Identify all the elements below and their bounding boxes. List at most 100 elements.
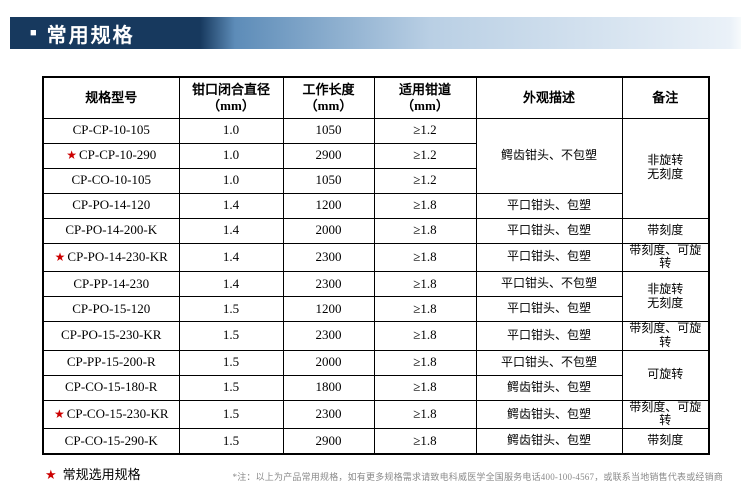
remark-cell: 带刻度、可旋转 <box>621 242 710 273</box>
model-cell: CP-PP-15-200-R <box>42 349 180 376</box>
diameter-cell: 1.5 <box>178 399 284 430</box>
length-cell: 1800 <box>282 374 375 401</box>
channel-cell: ≥1.8 <box>373 296 477 323</box>
remark-cell: 非旋转 无刻度 <box>621 271 710 323</box>
table-row: CP-CO-15-290-K 1.5 2900 ≥1.8 鳄齿钳头、包塑 带刻度 <box>42 428 710 455</box>
table-row: CP-PO-15-230-KR 1.5 2300 ≥1.8 平口钳头、包塑 带刻度、可旋转 <box>42 321 710 351</box>
remark-cell: 非旋转 无刻度 <box>621 117 710 219</box>
diameter-cell: 1.5 <box>178 374 284 401</box>
appearance-cell: 平口钳头、不包塑 <box>475 349 623 376</box>
model-cell: CP-CO-10-105 <box>42 167 180 194</box>
table-row: CP-CP-10-105 1.0 1050 ≥1.2 鳄齿钳头、不包塑 非旋转 无刻度 <box>42 117 710 219</box>
channel-cell: ≥1.2 <box>373 142 477 169</box>
length-cell: 2000 <box>282 349 375 376</box>
table-header: 规格型号 钳口闭合直径 （mm） 工作长度 （mm） 适用钳道 （mm） 外观描述 备注 <box>42 76 710 119</box>
length-cell: 2900 <box>282 142 375 169</box>
table-row: CP-PP-14-230 1.4 2300 ≥1.8 平口钳头、不包塑 非旋转 无刻度 <box>42 271 710 323</box>
model-cell: CP-PO-15-120 <box>42 296 180 323</box>
channel-cell: ≥1.8 <box>373 349 477 376</box>
appearance-cell: 平口钳头、包塑 <box>475 217 623 244</box>
channel-cell: ≥1.8 <box>373 217 477 244</box>
model-cell: CP-PO-14-120 <box>42 192 180 219</box>
column-header: 规格型号 <box>42 76 180 119</box>
diameter-cell: 1.5 <box>178 428 284 455</box>
diameter-cell: 1.0 <box>178 167 284 194</box>
table-row: ★ CP-CP-10-290 1.0 2900 ≥1.2 <box>42 142 709 169</box>
table-row: CP-PO-14-120 1.4 1200 ≥1.8 平口钳头、包塑 <box>42 192 709 219</box>
appearance-cell: 平口钳头、包塑 <box>475 296 623 323</box>
remark-cell: 带刻度 <box>621 217 710 244</box>
table-row: ★ CP-CO-15-230-KR 1.5 2300 ≥1.8 鳄齿钳头、包塑 带刻度、可旋… <box>42 399 710 430</box>
diameter-cell: 1.0 <box>178 142 284 169</box>
appearance-cell: 鳄齿钳头、包塑 <box>475 399 623 430</box>
diameter-cell: 1.4 <box>178 271 284 298</box>
star-icon: ★ <box>45 467 57 482</box>
page-title: 常用规格 <box>46 24 135 47</box>
appearance-cell: 平口钳头、包塑 <box>475 192 623 219</box>
table-row: ★ CP-PO-14-230-KR 1.4 2300 ≥1.8 平口钳头、包塑 带刻度、可旋… <box>42 242 710 273</box>
model-cell: ★ CP-CO-15-230-KR <box>42 399 180 430</box>
appearance-cell: 平口钳头、包塑 <box>475 321 623 351</box>
column-header: 工作长度 （mm） <box>282 76 375 119</box>
diameter-cell: 1.5 <box>178 349 284 376</box>
footnote: *注：以上为产品常用规格，如有更多规格需求请致电科威医学全国服务电话400-10… <box>232 472 723 482</box>
channel-cell: ≥1.8 <box>373 428 477 455</box>
diameter-cell: 1.0 <box>178 117 284 144</box>
table-body: CP-CP-10-105 1.0 1050 ≥1.2 鳄齿钳头、不包塑 非旋转 无刻度 ★ CP… <box>42 117 710 455</box>
length-cell: 2000 <box>282 217 375 244</box>
remark-cell: 带刻度 <box>621 428 710 455</box>
model-cell: ★ CP-CP-10-290 <box>42 142 180 169</box>
table-row: CP-PO-15-120 1.5 1200 ≥1.8 平口钳头、包塑 <box>42 296 709 323</box>
title-bullet-icon: ■ <box>30 27 37 39</box>
footer-row: ★ 常规选用规格 *注：以上为产品常用规格，如有更多规格需求请致电科威医学全国服务… <box>45 464 723 483</box>
star-icon: ★ <box>66 148 77 163</box>
remark-cell: 带刻度、可旋转 <box>621 321 710 351</box>
table-row: CP-PP-15-200-R 1.5 2000 ≥1.8 平口钳头、不包塑 可旋转 <box>42 349 710 401</box>
remark-cell: 带刻度、可旋转 <box>621 399 710 430</box>
channel-cell: ≥1.2 <box>373 117 477 144</box>
section-title-bar: ■ 常用规格 <box>10 17 741 49</box>
length-cell: 2300 <box>282 242 375 273</box>
length-cell: 1050 <box>282 117 375 144</box>
star-icon: ★ <box>54 249 66 264</box>
star-icon: ★ <box>53 407 65 422</box>
model-cell: ★ CP-PO-14-230-KR <box>42 242 180 273</box>
diameter-cell: 1.4 <box>178 192 284 219</box>
model-cell: CP-CO-15-290-K <box>42 428 180 455</box>
appearance-cell: 平口钳头、不包塑 <box>475 271 623 298</box>
diameter-cell: 1.5 <box>178 296 284 323</box>
channel-cell: ≥1.8 <box>373 399 477 430</box>
length-cell: 1050 <box>282 167 375 194</box>
model-cell: CP-PO-14-200-K <box>42 217 180 244</box>
length-cell: 2900 <box>282 428 375 455</box>
channel-cell: ≥1.2 <box>373 167 477 194</box>
legend-label: 常规选用规格 <box>62 467 141 482</box>
column-header: 外观描述 <box>475 76 623 119</box>
star-legend: ★ 常规选用规格 <box>45 464 141 483</box>
appearance-cell: 平口钳头、包塑 <box>475 242 623 273</box>
column-header: 备注 <box>621 76 710 119</box>
model-cell: CP-CO-15-180-R <box>42 374 180 401</box>
appearance-cell: 鳄齿钳头、包塑 <box>475 428 623 455</box>
appearance-cell: 鳄齿钳头、包塑 <box>475 374 623 401</box>
channel-cell: ≥1.8 <box>373 192 477 219</box>
appearance-cell: 鳄齿钳头、不包塑 <box>475 117 623 194</box>
table-row: CP-CO-10-105 1.0 1050 ≥1.2 <box>42 167 709 194</box>
diameter-cell: 1.5 <box>178 321 284 351</box>
table-row: CP-CO-15-180-R 1.5 1800 ≥1.8 鳄齿钳头、包塑 <box>42 374 709 401</box>
model-cell: CP-PP-14-230 <box>42 271 180 298</box>
length-cell: 2300 <box>282 321 375 351</box>
header-row: 规格型号 钳口闭合直径 （mm） 工作长度 （mm） 适用钳道 （mm） 外观描述 备注 <box>42 76 710 119</box>
model-cell: CP-CP-10-105 <box>42 117 180 144</box>
channel-cell: ≥1.8 <box>373 271 477 298</box>
remark-cell: 可旋转 <box>621 349 710 401</box>
column-header: 适用钳道 （mm） <box>373 76 477 119</box>
channel-cell: ≥1.8 <box>373 321 477 351</box>
length-cell: 2300 <box>282 399 375 430</box>
length-cell: 1200 <box>282 192 375 219</box>
length-cell: 1200 <box>282 296 375 323</box>
channel-cell: ≥1.8 <box>373 242 477 273</box>
diameter-cell: 1.4 <box>178 217 284 244</box>
diameter-cell: 1.4 <box>178 242 284 273</box>
column-header: 钳口闭合直径 （mm） <box>178 76 284 119</box>
